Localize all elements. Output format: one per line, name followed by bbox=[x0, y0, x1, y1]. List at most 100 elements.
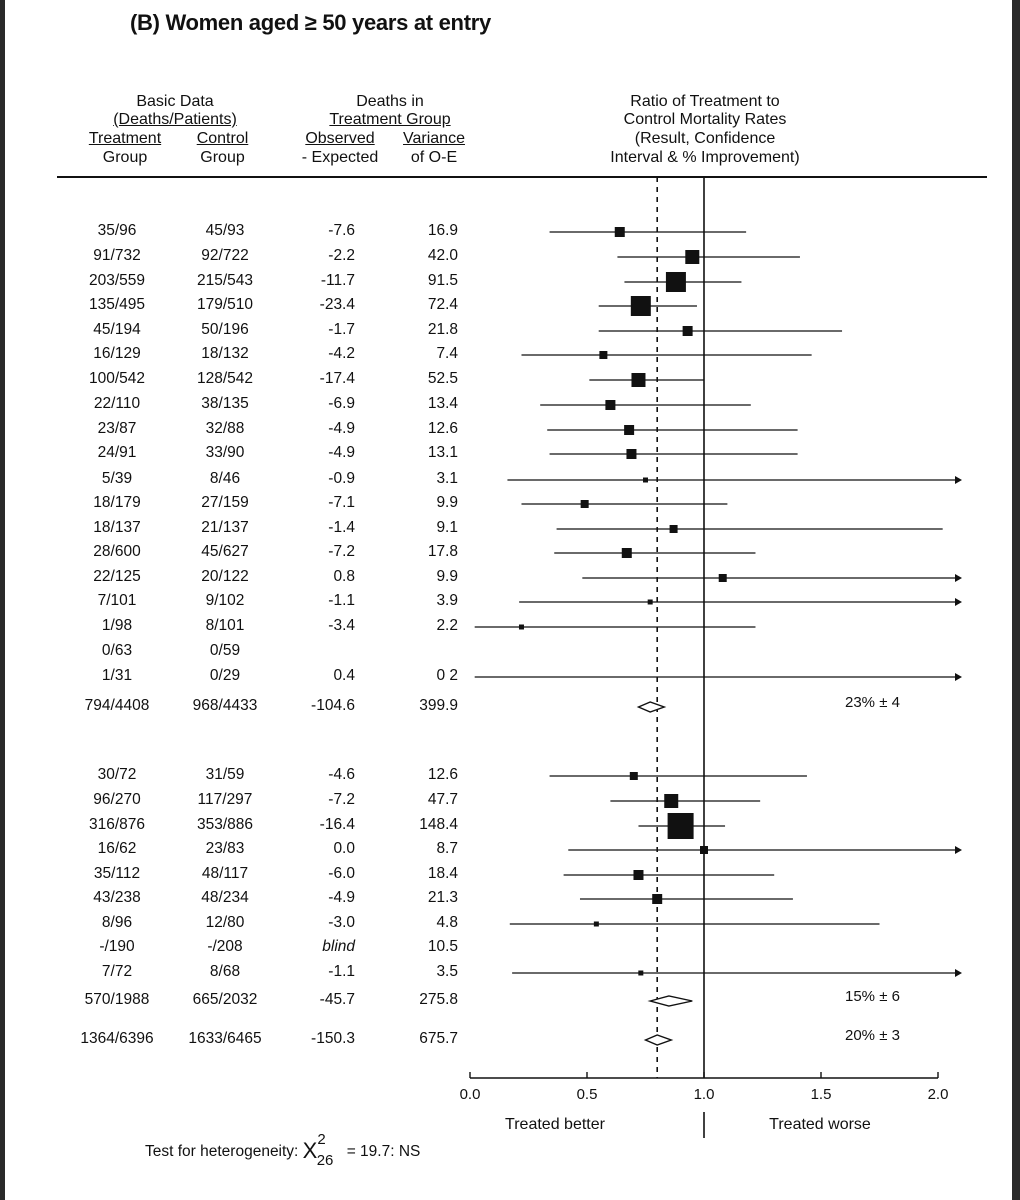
row-3-var: 91.5 bbox=[427, 272, 458, 289]
row-10-oe: -4.9 bbox=[328, 444, 355, 461]
header-treatment-group: Group bbox=[102, 149, 148, 166]
row-17-treatment: 1/98 bbox=[101, 617, 133, 634]
x-tick-label-1: 0.5 bbox=[577, 1086, 598, 1103]
row-19-control: 0/29 bbox=[209, 667, 241, 684]
row-2-treatment: 91/732 bbox=[93, 247, 141, 264]
row-16-var: 3.9 bbox=[436, 592, 458, 609]
row-7-treatment: 100/542 bbox=[88, 370, 146, 387]
point-estimate-22 bbox=[664, 794, 679, 808]
row-15-oe: 0.8 bbox=[333, 568, 355, 585]
row-16-control: 9/102 bbox=[205, 592, 245, 609]
row-1-var: 16.9 bbox=[427, 222, 458, 239]
row-30-var: 275.8 bbox=[419, 991, 458, 1008]
row-21-oe: -4.6 bbox=[328, 766, 355, 783]
row-9-treatment: 23/87 bbox=[97, 420, 137, 437]
row-21-var: 12.6 bbox=[427, 766, 458, 783]
row-25-var: 18.4 bbox=[427, 865, 458, 882]
row-29-oe: -1.1 bbox=[328, 963, 355, 980]
row-28-treatment: -/190 bbox=[99, 938, 135, 955]
header-ratio-1: Ratio of Treatment to bbox=[630, 93, 780, 110]
ci-arrow-16 bbox=[955, 598, 962, 606]
x-tick-label-2: 1.0 bbox=[694, 1086, 715, 1103]
row-27-oe: -3.0 bbox=[328, 914, 355, 931]
row-2-oe: -2.2 bbox=[328, 247, 355, 264]
row-20-treatment: 794/4408 bbox=[84, 697, 150, 714]
row-27-treatment: 8/96 bbox=[101, 914, 133, 931]
row-23-control: 353/886 bbox=[196, 816, 254, 833]
row-25-oe: -6.0 bbox=[328, 865, 355, 882]
x-tick-label-3: 1.5 bbox=[811, 1086, 832, 1103]
summary-diamond-30 bbox=[647, 995, 693, 1007]
row-26-oe: -4.9 bbox=[328, 889, 355, 906]
row-24-var: 8.7 bbox=[436, 840, 458, 857]
point-estimate-7 bbox=[631, 373, 646, 387]
row-7-var: 52.5 bbox=[427, 370, 458, 387]
point-estimate-9 bbox=[624, 425, 635, 435]
row-9-oe: -4.9 bbox=[328, 420, 355, 437]
chi-symbol: X bbox=[302, 1138, 318, 1163]
header-basic-data: Basic Data bbox=[136, 93, 214, 110]
row-22-oe: -7.2 bbox=[328, 791, 355, 808]
row-17-var: 2.2 bbox=[436, 617, 458, 634]
row-2-control: 92/722 bbox=[201, 247, 249, 264]
point-estimate-14 bbox=[621, 548, 632, 558]
row-16-oe: -1.1 bbox=[328, 592, 355, 609]
row-29-control: 8/68 bbox=[209, 963, 241, 980]
row-10-treatment: 24/91 bbox=[97, 444, 137, 461]
point-estimate-1 bbox=[614, 227, 625, 237]
row-4-treatment: 135/495 bbox=[88, 296, 146, 313]
header-ratio-3: (Result, Confidence bbox=[634, 130, 776, 147]
chart-title: (B) Women aged ≥ 50 years at entry bbox=[130, 10, 491, 35]
row-8-treatment: 22/110 bbox=[93, 395, 141, 412]
header-deaths-patients: (Deaths/Patients) bbox=[113, 111, 237, 128]
row-21-treatment: 30/72 bbox=[97, 766, 137, 783]
row-30-control: 665/2032 bbox=[192, 991, 258, 1008]
row-17-control: 8/101 bbox=[205, 617, 245, 634]
row-5-treatment: 45/194 bbox=[93, 321, 141, 338]
row-12-treatment: 18/179 bbox=[93, 494, 141, 511]
ci-arrow-15 bbox=[955, 574, 962, 582]
header-expected: - Expected bbox=[301, 149, 379, 166]
row-23-var: 148.4 bbox=[419, 816, 458, 833]
row-13-oe: -1.4 bbox=[328, 519, 355, 536]
summary-label-31: 20% ± 3 bbox=[845, 1027, 900, 1044]
row-15-var: 9.9 bbox=[436, 568, 458, 585]
summary-label-20: 23% ± 4 bbox=[845, 694, 900, 711]
header-of-oe: of O-E bbox=[410, 149, 458, 166]
header-ratio-4: Interval & % Improvement) bbox=[610, 149, 800, 166]
row-7-control: 128/542 bbox=[196, 370, 254, 387]
header-ratio-2: Control Mortality Rates bbox=[623, 111, 787, 128]
ci-arrow-24 bbox=[955, 846, 962, 854]
summary-diamond-20 bbox=[636, 701, 667, 713]
row-28-oe: blind bbox=[322, 938, 355, 955]
row-19-var: 0 2 bbox=[436, 667, 458, 684]
row-29-treatment: 7/72 bbox=[101, 963, 133, 980]
header-variance: Variance bbox=[403, 130, 465, 147]
row-11-oe: -0.9 bbox=[328, 470, 355, 487]
row-11-control: 8/46 bbox=[209, 470, 241, 487]
chi-superscript: 2 bbox=[317, 1131, 326, 1148]
row-14-oe: -7.2 bbox=[328, 543, 355, 560]
row-6-treatment: 16/129 bbox=[93, 345, 141, 362]
row-1-treatment: 35/96 bbox=[97, 222, 137, 239]
ci-arrow-29 bbox=[955, 969, 962, 977]
row-6-oe: -4.2 bbox=[328, 345, 355, 362]
row-14-var: 17.8 bbox=[427, 543, 458, 560]
header-control-group: Group bbox=[200, 149, 245, 166]
row-24-control: 23/83 bbox=[205, 840, 245, 857]
row-30-treatment: 570/1988 bbox=[84, 991, 150, 1008]
row-10-var: 13.1 bbox=[427, 444, 458, 461]
row-31-treatment: 1364/6396 bbox=[80, 1030, 154, 1047]
header-treatment: Treatment bbox=[88, 130, 162, 147]
row-12-control: 27/159 bbox=[201, 494, 249, 511]
row-22-var: 47.7 bbox=[427, 791, 458, 808]
row-13-var: 9.1 bbox=[436, 519, 458, 536]
ci-arrow-19 bbox=[955, 673, 962, 681]
row-27-var: 4.8 bbox=[436, 914, 458, 931]
point-estimate-26 bbox=[652, 894, 663, 904]
point-estimate-25 bbox=[633, 870, 644, 880]
row-28-var: 10.5 bbox=[427, 938, 458, 955]
point-estimate-5 bbox=[682, 326, 693, 336]
point-estimate-3 bbox=[665, 272, 686, 292]
